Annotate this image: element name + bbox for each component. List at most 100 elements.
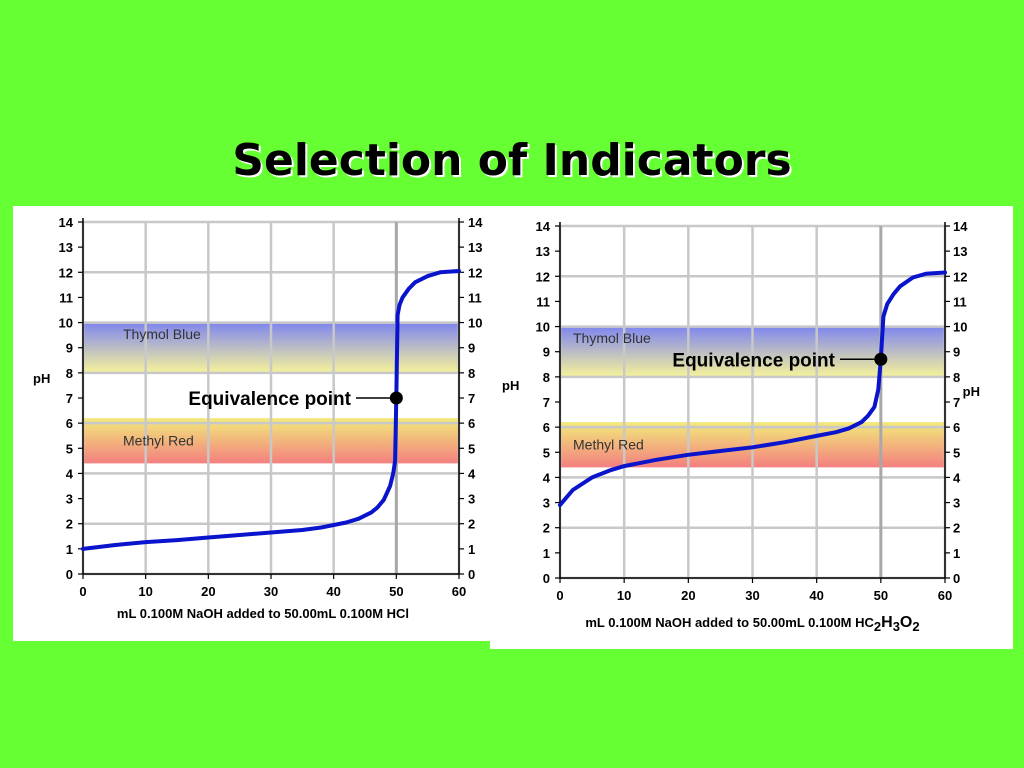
y-axis-label-left: pH xyxy=(502,378,519,393)
y-tick-label-left: 13 xyxy=(536,244,550,259)
y-tick-label-right: 2 xyxy=(468,517,475,532)
y-tick-label-left: 12 xyxy=(59,265,73,280)
x-tick-label: 40 xyxy=(326,584,340,599)
y-tick-label-right: 1 xyxy=(468,542,475,557)
y-tick-label-left: 1 xyxy=(66,542,73,557)
x-axis-label-formula-part: 2 xyxy=(874,619,881,634)
y-tick-label-right: 8 xyxy=(953,370,960,385)
y-tick-label-left: 3 xyxy=(543,496,550,511)
equivalence-point-label: Equivalence point xyxy=(188,389,351,410)
x-tick-label: 10 xyxy=(138,584,152,599)
y-tick-label-right: 10 xyxy=(468,316,482,331)
x-tick-label: 50 xyxy=(874,588,888,603)
y-tick-label-left: 14 xyxy=(536,219,551,234)
y-tick-label-left: 3 xyxy=(66,492,73,507)
y-tick-label-left: 6 xyxy=(543,420,550,435)
y-tick-label-right: 11 xyxy=(953,294,967,309)
chart-panel-weak-acid: 0 0 1 1 2 2 3 3 4 4 5 5 6 6 7 7 8 8 9 9 10 10 11 11 12 12 13 13 14 14… xyxy=(490,206,1013,649)
y-tick-label-right: 3 xyxy=(953,496,960,511)
x-tick-label: 30 xyxy=(264,584,278,599)
indicator-label-methyl-red: Methyl Red xyxy=(123,433,194,449)
x-axis-label-formula-part: H xyxy=(881,614,893,631)
equivalence-point-label: Equivalence point xyxy=(672,350,835,371)
titration-curve xyxy=(558,270,947,508)
y-tick-label-left: 2 xyxy=(543,521,550,536)
indicator-label-thymol-blue: Thymol Blue xyxy=(573,330,651,346)
x-tick-label: 60 xyxy=(452,584,466,599)
x-tick-label: 10 xyxy=(617,588,631,603)
x-tick-label: 20 xyxy=(681,588,695,603)
y-tick-label-right: 7 xyxy=(468,391,475,406)
x-axis-label-text: mL 0.100M NaOH added to 50.00mL 0.100M H… xyxy=(585,615,874,630)
titration-curve xyxy=(81,269,461,551)
y-tick-label-left: 2 xyxy=(66,517,73,532)
y-tick-label-right: 4 xyxy=(468,466,476,481)
x-tick-label: 60 xyxy=(938,588,952,603)
y-tick-label-right: 0 xyxy=(468,567,475,582)
y-tick-label-left: 1 xyxy=(543,546,550,561)
y-tick-label-right: 10 xyxy=(953,320,967,335)
x-axis-label-formula-part: 3 xyxy=(893,619,900,634)
y-tick-label-left: 5 xyxy=(66,441,73,456)
y-tick-label-right: 13 xyxy=(953,244,967,259)
y-tick-label-left: 6 xyxy=(66,416,73,431)
y-axis-label-left: pH xyxy=(33,371,50,386)
y-tick-label-left: 11 xyxy=(536,294,550,309)
y-tick-label-right: 6 xyxy=(468,416,475,431)
y-tick-label-left: 8 xyxy=(543,370,550,385)
y-tick-label-right: 5 xyxy=(468,441,475,456)
y-tick-label-right: 4 xyxy=(953,470,961,485)
y-tick-label-left: 8 xyxy=(66,366,73,381)
equivalence-point-marker xyxy=(389,391,403,405)
y-tick-label-left: 4 xyxy=(543,470,551,485)
x-tick-label: 0 xyxy=(556,588,563,603)
indicator-label-thymol-blue: Thymol Blue xyxy=(123,326,201,342)
equivalence-point-marker xyxy=(874,352,888,366)
x-axis-label-formula-part: 2 xyxy=(912,619,919,634)
y-tick-label-right: 6 xyxy=(953,420,960,435)
y-tick-label-left: 7 xyxy=(66,391,73,406)
y-tick-label-right: 14 xyxy=(953,219,968,234)
x-tick-label: 50 xyxy=(389,584,403,599)
y-tick-label-right: 9 xyxy=(953,345,960,360)
y-tick-label-left: 5 xyxy=(543,445,550,460)
y-tick-label-right: 5 xyxy=(953,445,960,460)
y-tick-label-right: 3 xyxy=(468,492,475,507)
y-tick-label-left: 10 xyxy=(536,320,550,335)
y-tick-label-left: 0 xyxy=(66,567,73,582)
y-tick-label-right: 12 xyxy=(468,265,482,280)
slide-title: Selection of Indicators xyxy=(232,135,792,186)
x-axis-label: mL 0.100M NaOH added to 50.00mL 0.100M H… xyxy=(117,606,409,621)
y-tick-label-left: 9 xyxy=(66,341,73,356)
indicator-label-methyl-red: Methyl Red xyxy=(573,437,644,453)
y-tick-label-left: 10 xyxy=(59,316,73,331)
y-tick-label-right: 13 xyxy=(468,240,482,255)
y-tick-label-left: 9 xyxy=(543,345,550,360)
y-tick-label-right: 1 xyxy=(953,546,960,561)
y-tick-label-right: 11 xyxy=(468,290,482,305)
x-tick-label: 40 xyxy=(809,588,823,603)
y-tick-label-left: 13 xyxy=(59,240,73,255)
x-tick-label: 30 xyxy=(745,588,759,603)
y-tick-label-right: 14 xyxy=(468,215,483,230)
y-tick-label-left: 7 xyxy=(543,395,550,410)
y-tick-label-right: 8 xyxy=(468,366,475,381)
x-tick-label: 0 xyxy=(79,584,86,599)
y-tick-label-right: 12 xyxy=(953,269,967,284)
y-tick-label-right: 9 xyxy=(468,341,475,356)
y-tick-label-right: 2 xyxy=(953,521,960,536)
x-axis-label-formula-part: O xyxy=(900,614,912,631)
y-tick-label-left: 4 xyxy=(66,466,74,481)
x-tick-label: 20 xyxy=(201,584,215,599)
x-axis-label: mL 0.100M NaOH added to 50.00mL 0.100M H… xyxy=(585,614,919,634)
chart-panel-strong-acid: 0 0 1 1 2 2 3 3 4 4 5 5 6 6 7 7 8 8 9 9 10 10 11 11 12 12 13 13 14 14… xyxy=(13,206,525,641)
y-tick-label-left: 0 xyxy=(543,571,550,586)
y-tick-label-right: 0 xyxy=(953,571,960,586)
y-axis-label-right: pH xyxy=(963,384,980,399)
y-tick-label-left: 14 xyxy=(59,215,74,230)
y-tick-label-right: 7 xyxy=(953,395,960,410)
y-tick-label-left: 12 xyxy=(536,269,550,284)
y-tick-label-left: 11 xyxy=(59,290,73,305)
